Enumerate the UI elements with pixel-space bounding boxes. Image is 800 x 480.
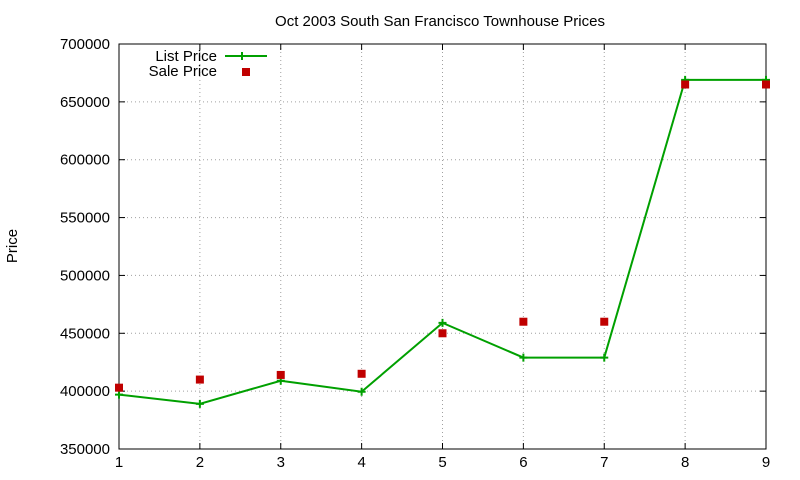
series-marks — [115, 75, 770, 408]
x-tick-label: 8 — [681, 454, 689, 471]
y-tick-label: 550000 — [60, 210, 110, 227]
x-tick-label: 3 — [277, 454, 285, 471]
grid-lines — [119, 44, 766, 449]
list-price-point — [519, 353, 528, 362]
list-price-point — [195, 399, 204, 408]
legend-label-sale-price: Sale Price — [149, 63, 217, 80]
y-tick-label: 400000 — [60, 383, 110, 400]
sale-price-point — [357, 369, 366, 378]
y-tick-label: 500000 — [60, 267, 110, 284]
y-tick-label: 700000 — [60, 36, 110, 53]
y-tick-label: 350000 — [60, 441, 110, 458]
sale-price-point — [438, 329, 447, 338]
y-tick-label: 600000 — [60, 152, 110, 169]
legend-marker-sale-price — [242, 68, 250, 76]
x-tick-label: 9 — [762, 454, 770, 471]
y-tick-label: 450000 — [60, 325, 110, 342]
list-price-point — [115, 390, 123, 399]
list-price-point — [357, 387, 366, 396]
sale-price-point — [519, 317, 528, 326]
list-price-point — [600, 353, 609, 362]
sale-price-point — [600, 317, 609, 326]
sale-price-point — [195, 375, 204, 384]
x-tick-label: 6 — [519, 454, 527, 471]
sale-price-point — [276, 370, 285, 379]
chart-title: Oct 2003 South San Francisco Townhouse P… — [275, 13, 605, 30]
legend-marker-list-price — [238, 52, 246, 60]
x-tick-label: 5 — [438, 454, 446, 471]
x-tick-label: 4 — [357, 454, 365, 471]
sale-price-point — [681, 80, 690, 89]
list-price-point — [438, 318, 447, 327]
x-tick-label: 7 — [600, 454, 608, 471]
y-axis-label: Price — [4, 229, 21, 263]
y-tick-label: 650000 — [60, 94, 110, 111]
sale-price-point — [115, 383, 123, 392]
x-tick-label: 2 — [196, 454, 204, 471]
axes: 350000 400000 450000 500000 550000 600000 6500… — [60, 36, 770, 471]
x-tick-label: 1 — [115, 454, 123, 471]
legend-label-list-price: List Price — [155, 48, 217, 65]
sale-price-point — [762, 80, 770, 89]
